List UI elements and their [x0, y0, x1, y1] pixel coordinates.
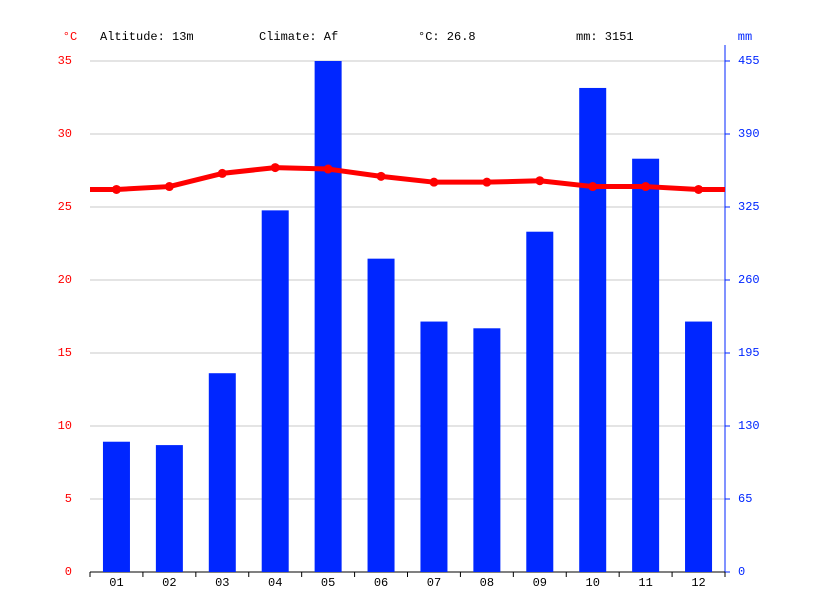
- line-point: [641, 182, 651, 192]
- y-tick-label: 15: [58, 346, 72, 360]
- x-tick-label: 04: [268, 576, 282, 590]
- bar: [685, 321, 713, 572]
- bar: [526, 231, 554, 572]
- bar: [579, 87, 607, 572]
- x-tick-label: 09: [533, 576, 547, 590]
- line-point: [588, 182, 598, 192]
- x-tick-label: 10: [586, 576, 600, 590]
- x-tick-label: 02: [162, 576, 176, 590]
- line-point: [376, 171, 386, 181]
- bar: [155, 445, 183, 572]
- x-tick-label: 07: [427, 576, 441, 590]
- bar: [261, 210, 289, 572]
- y-tick-label: 35: [58, 54, 72, 68]
- y2-tick-label: 65: [738, 492, 752, 506]
- y-tick-label: 10: [58, 419, 72, 433]
- line-point: [270, 163, 280, 173]
- x-tick-label: 05: [321, 576, 335, 590]
- header-temperature: °C: 26.8: [418, 30, 476, 44]
- line-point: [111, 184, 121, 194]
- line-point: [217, 168, 227, 178]
- y2-tick-label: 130: [738, 419, 760, 433]
- y2-tick-label: 260: [738, 273, 760, 287]
- bar: [102, 441, 130, 572]
- line-point: [164, 182, 174, 192]
- y2-tick-label: 455: [738, 54, 760, 68]
- bar: [208, 373, 236, 572]
- x-tick-label: 01: [109, 576, 123, 590]
- y-tick-label: 5: [65, 492, 72, 506]
- line-point: [429, 177, 439, 187]
- line-point: [482, 177, 492, 187]
- y2-tick-label: 0: [738, 565, 745, 579]
- x-tick-label: 11: [638, 576, 652, 590]
- y-tick-label: 25: [58, 200, 72, 214]
- bar: [314, 61, 342, 572]
- header-climate: Climate: Af: [259, 30, 338, 44]
- line-point: [694, 184, 704, 194]
- bar: [632, 158, 660, 572]
- line-point: [535, 176, 545, 186]
- y2-tick-label: 325: [738, 200, 760, 214]
- header-precipitation: mm: 3151: [576, 30, 634, 44]
- bar: [473, 328, 501, 572]
- x-tick-label: 08: [480, 576, 494, 590]
- bar: [367, 258, 395, 572]
- bar: [420, 321, 448, 572]
- y-tick-label: 0: [65, 565, 72, 579]
- y2-tick-label: 390: [738, 127, 760, 141]
- header-altitude: Altitude: 13m: [100, 30, 194, 44]
- x-tick-label: 06: [374, 576, 388, 590]
- x-tick-label: 03: [215, 576, 229, 590]
- y-tick-label: 20: [58, 273, 72, 287]
- line-point: [323, 164, 333, 174]
- y-axis-label: °C: [63, 30, 77, 44]
- y-tick-label: 30: [58, 127, 72, 141]
- x-tick-label: 12: [691, 576, 705, 590]
- y2-axis-label: mm: [738, 30, 752, 44]
- line: [116, 165, 699, 192]
- y2-tick-label: 195: [738, 346, 760, 360]
